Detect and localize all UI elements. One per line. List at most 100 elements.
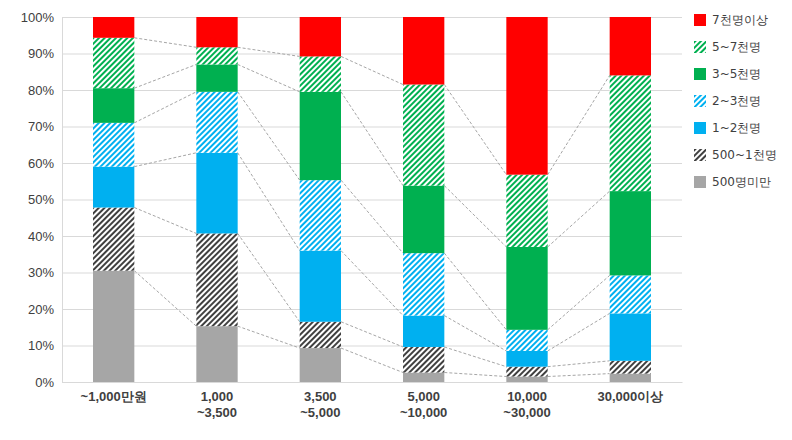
connector-line: [134, 271, 196, 326]
x-axis: ~1,000만원 1,000~3,500 3,500~5,000 5,000~10,0…: [63, 382, 683, 420]
legend-item: 3~5천명: [694, 67, 761, 81]
connector-line: [444, 85, 506, 175]
y-tick-label: 20%: [28, 302, 54, 317]
y-tick-label: 30%: [28, 265, 54, 280]
y-tick-label: 80%: [28, 83, 54, 98]
grid-line: [62, 127, 682, 128]
bar-segment: [403, 316, 444, 347]
x-tick-label: 30,000이상: [597, 389, 663, 404]
bar-segment: [93, 17, 134, 38]
x-tick: 5,000~10,000: [400, 382, 447, 420]
bar-segment: [403, 85, 444, 186]
bar-segment: [610, 75, 651, 191]
bar-segment: [300, 180, 341, 250]
connector-line: [238, 326, 300, 348]
bar-segment: [506, 367, 547, 377]
grid-line: [62, 273, 682, 274]
series: [93, 64, 651, 329]
connector-line: [341, 92, 403, 186]
bar-segment: [93, 38, 134, 88]
connector-line: [134, 153, 196, 167]
grid-line: [62, 200, 682, 201]
bar-segment: [93, 167, 134, 208]
bar-segment: [93, 271, 134, 382]
bar-segment: [610, 275, 651, 313]
bar-segment: [403, 373, 444, 382]
y-tick-label: 40%: [28, 229, 54, 244]
connector-line: [134, 38, 196, 47]
y-tick-label: 10%: [28, 338, 54, 353]
y-axis-line: [63, 18, 683, 383]
connector-line: [238, 47, 300, 56]
connector-line: [548, 361, 610, 367]
x-tick-label: 10,000~30,000: [503, 389, 550, 420]
series: [93, 208, 651, 377]
connector-line: [238, 92, 300, 180]
bar-segment: [300, 322, 341, 348]
legend-label: 7천명이상: [712, 13, 768, 27]
x-tick-label: ~1,000만원: [81, 389, 147, 404]
bar-segment: [403, 186, 444, 254]
legend-item: 500~1천명: [694, 148, 777, 162]
legend-swatch: [694, 176, 706, 188]
x-tick: 3,500~5,000: [300, 382, 340, 420]
x-tick-label: 3,500~5,000: [300, 389, 340, 420]
bar-segment: [300, 56, 341, 91]
grid-line: [62, 17, 682, 18]
bar-segment: [506, 247, 547, 330]
grid-line: [62, 236, 682, 237]
bar-segment: [93, 88, 134, 123]
bar-segment: [93, 208, 134, 271]
legend-swatch: [694, 122, 706, 134]
grid-line: [62, 90, 682, 91]
bar-segment: [196, 64, 237, 91]
bar-segment: [610, 361, 651, 374]
x-axis-line: [63, 382, 683, 383]
x-tick-label: 1,000~3,500: [197, 389, 237, 420]
legend-label: 3~5천명: [712, 67, 761, 81]
chart: 0%10%20%30%40%50%60%70%80%90%100%~1,000만…: [0, 0, 792, 440]
bar-segment: [506, 377, 547, 382]
connector-line: [444, 253, 506, 330]
legend-label: 500~1천명: [712, 148, 777, 162]
bar-segment: [610, 17, 651, 75]
bar-segment: [196, 47, 237, 64]
series: [93, 17, 651, 175]
legend-item: 2~3천명: [694, 94, 761, 108]
connector-line: [444, 186, 506, 247]
bar-segment: [300, 348, 341, 382]
legend-item: 1~2천명: [694, 121, 761, 135]
y-tick-label: 70%: [28, 119, 54, 134]
connector-line: [341, 180, 403, 253]
y-tick-label: 50%: [28, 192, 54, 207]
bar-segment: [403, 17, 444, 85]
x-tick: ~1,000만원: [81, 382, 147, 404]
connector-line: [548, 374, 610, 377]
legend-label: 1~2천명: [712, 121, 761, 135]
connector-line: [548, 313, 610, 351]
bar-segment: [506, 351, 547, 367]
series: [93, 153, 651, 367]
grid-line: [62, 382, 682, 383]
x-tick: 30,000이상: [597, 382, 663, 404]
bar-segment: [196, 233, 237, 326]
connector-line: [548, 191, 610, 247]
series: [93, 271, 651, 382]
series: [93, 92, 651, 351]
y-tick-label: 60%: [28, 156, 54, 171]
bar-segment: [300, 92, 341, 180]
legend-item: 500명미만: [694, 175, 771, 189]
bars: [93, 17, 651, 382]
y-axis: 0%10%20%30%40%50%60%70%80%90%100%: [21, 10, 682, 390]
connector-line: [134, 92, 196, 123]
legend-swatch: [694, 68, 706, 80]
connector-line: [341, 56, 403, 84]
legend-label: 5~7천명: [712, 40, 761, 54]
bar-segment: [610, 191, 651, 275]
x-tick: 10,000~30,000: [503, 382, 550, 420]
bar-segment: [506, 330, 547, 351]
legend-swatch: [694, 95, 706, 107]
connector-line: [548, 275, 610, 329]
bar-segment: [196, 17, 237, 47]
connector-line: [444, 316, 506, 351]
